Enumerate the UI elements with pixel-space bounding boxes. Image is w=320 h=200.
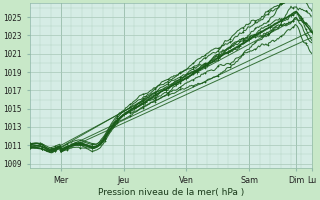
X-axis label: Pression niveau de la mer( hPa ): Pression niveau de la mer( hPa )	[98, 188, 244, 197]
